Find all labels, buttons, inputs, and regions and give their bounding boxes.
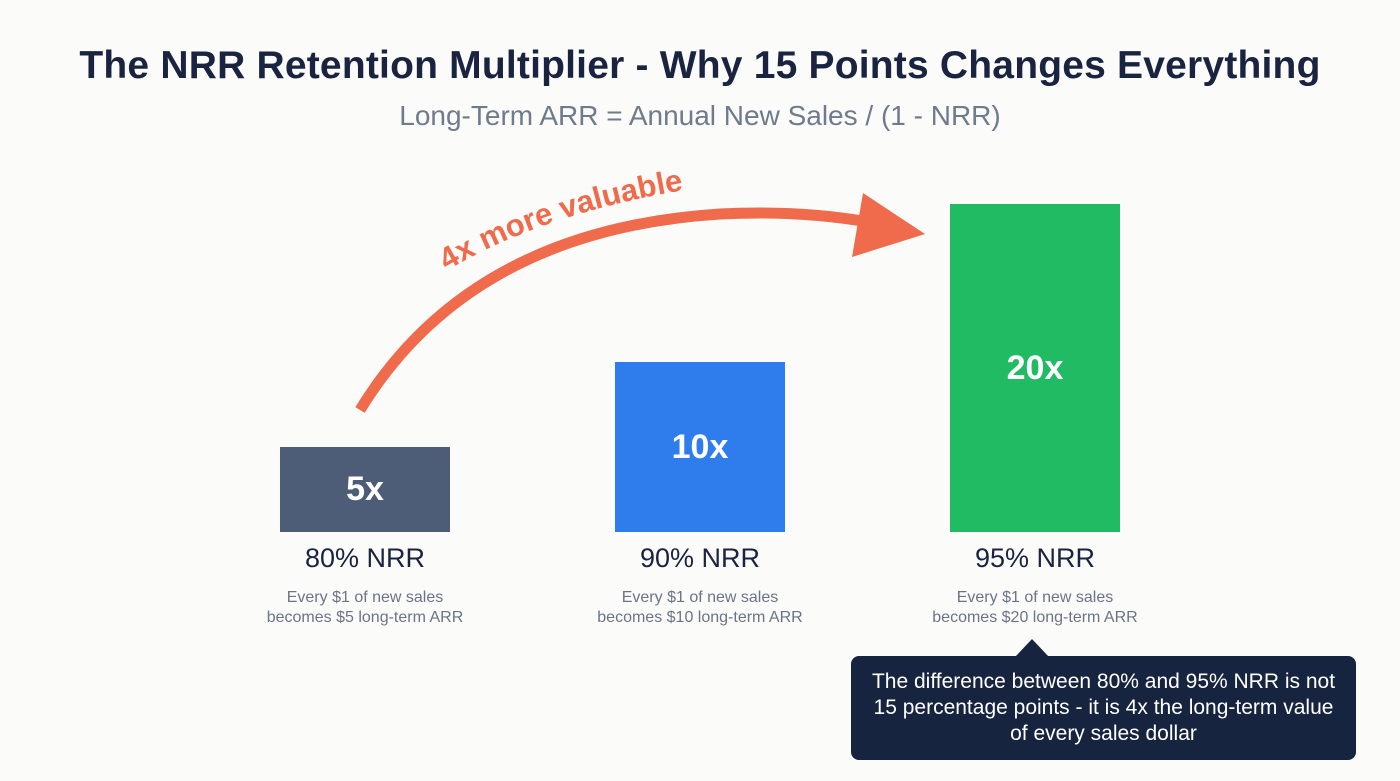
bar-value-label: 10x xyxy=(671,427,729,466)
chart-subtitle-formula: Long-Term ARR = Annual New Sales / (1 - … xyxy=(399,100,1001,131)
bar-description-line: Every $1 of new sales xyxy=(286,589,444,606)
bar-description-line: Every $1 of new sales xyxy=(956,589,1114,606)
bar-description: Every $1 of new sales becomes $10 long-t… xyxy=(550,588,850,628)
bar-category-label: 95% NRR xyxy=(974,543,1096,573)
bar-value-label: 20x xyxy=(1006,348,1064,387)
bar-category-label: 90% NRR xyxy=(639,543,761,573)
callout-pointer-icon xyxy=(1015,639,1049,657)
bar-description-line: becomes $20 long-term ARR xyxy=(932,609,1138,626)
bar-description-line: becomes $5 long-term ARR xyxy=(266,609,464,626)
bar-category-label: 80% NRR xyxy=(304,543,426,573)
bar-80-nrr: 5x xyxy=(280,447,450,532)
bar-95-nrr: 20x xyxy=(950,204,1120,532)
bar-90-nrr: 10x xyxy=(615,362,785,532)
bar-value-label: 5x xyxy=(346,470,384,508)
chart-title: The NRR Retention Multiplier - Why 15 Po… xyxy=(79,44,1321,87)
callout-box: The difference between 80% and 95% NRR i… xyxy=(851,656,1356,760)
bar-description: Every $1 of new sales becomes $20 long-t… xyxy=(885,588,1185,628)
callout-text: The difference between 80% and 95% NRR i… xyxy=(871,670,1336,745)
bar-description-line: Every $1 of new sales xyxy=(621,589,779,606)
bar-description-line: becomes $10 long-term ARR xyxy=(597,609,803,626)
bar-description: Every $1 of new sales becomes $5 long-te… xyxy=(215,588,515,628)
